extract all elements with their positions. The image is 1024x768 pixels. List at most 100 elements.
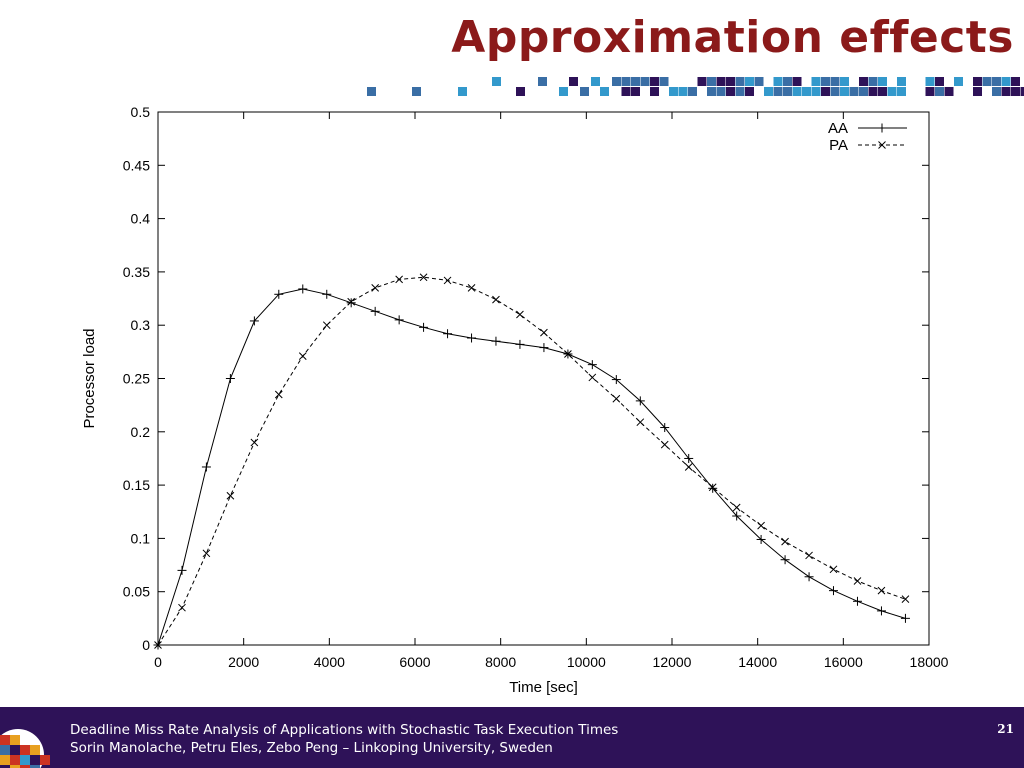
decorative-square-strip — [367, 77, 1024, 96]
x-tick-label: 14000 — [738, 654, 777, 670]
data-point-pa — [178, 603, 186, 612]
slide-title: Approximation effects — [451, 12, 1014, 63]
deco-square — [735, 77, 745, 86]
data-point-pa — [612, 394, 621, 403]
y-tick-label: 0.35 — [123, 264, 150, 280]
deco-square — [935, 77, 944, 86]
deco-square — [458, 87, 467, 96]
data-point-pa — [829, 565, 838, 574]
plot-frame — [157, 111, 930, 646]
data-point-aa — [539, 343, 549, 353]
deco-square — [621, 77, 631, 86]
data-point-aa — [587, 360, 597, 370]
deco-square — [669, 87, 678, 96]
y-tick-label: 0.25 — [123, 371, 150, 387]
deco-square — [783, 77, 792, 86]
deco-square — [802, 87, 811, 96]
y-tick-labels: 0 0.05 0.1 0.15 0.2 0.25 0.3 0.35 0.4 0.45 0.5 — [123, 104, 150, 653]
data-point-aa — [635, 396, 645, 406]
deco-square — [688, 87, 697, 96]
data-point-pa — [322, 321, 331, 330]
deco-square — [840, 77, 849, 86]
data-point-aa — [274, 289, 284, 299]
footer-line-2: Sorin Manolache, Petru Eles, Zebo Peng –… — [70, 740, 553, 756]
footer-bar: Deadline Miss Rate Analysis of Applicati… — [0, 707, 1024, 768]
data-point-pa — [347, 297, 356, 306]
deco-square — [897, 87, 906, 96]
data-point-aa — [828, 586, 838, 596]
deco-square — [716, 87, 726, 96]
deco-square — [650, 77, 659, 86]
data-point-pa — [540, 328, 548, 337]
deco-square — [591, 77, 600, 86]
deco-square — [887, 87, 897, 96]
deco-square — [764, 87, 773, 96]
deco-square — [935, 87, 944, 96]
deco-square — [621, 87, 631, 96]
x-axis-label: Time [sec] — [509, 679, 578, 696]
legend-marker — [877, 123, 887, 133]
data-point-pa — [588, 373, 597, 382]
data-point-pa — [805, 551, 813, 560]
data-point-aa — [732, 511, 742, 521]
deco-square — [631, 77, 640, 86]
deco-square — [707, 87, 716, 96]
data-point-aa — [900, 613, 910, 623]
data-point-pa — [564, 350, 572, 358]
data-point-aa — [804, 572, 814, 582]
deco-square — [973, 77, 982, 86]
data-point-pa — [154, 641, 162, 649]
legend-label: PA — [829, 137, 848, 154]
deco-square — [878, 77, 887, 86]
deco-square — [754, 77, 764, 86]
legend-item-aa: AA — [828, 120, 907, 137]
deco-square — [773, 87, 783, 96]
deco-square — [600, 87, 609, 96]
deco-square — [925, 77, 935, 86]
data-point-aa — [443, 329, 453, 339]
data-point-pa — [298, 352, 307, 360]
deco-square — [859, 77, 868, 86]
deco-square — [944, 87, 954, 96]
deco-square — [492, 77, 501, 86]
y-tick-label: 0.4 — [131, 211, 151, 227]
y-axis-label: Processor load — [81, 328, 98, 428]
data-point-aa — [225, 374, 235, 383]
deco-square — [612, 77, 621, 86]
deco-square — [792, 87, 802, 96]
deco-square — [954, 77, 963, 86]
deco-square — [559, 87, 568, 96]
deco-square — [811, 87, 821, 96]
series-layer — [153, 273, 910, 650]
deco-square — [569, 77, 578, 86]
y-tick-label: 0.05 — [123, 584, 150, 600]
deco-square — [830, 87, 840, 96]
page-number: 21 — [997, 722, 1014, 736]
data-point-pa — [757, 521, 765, 530]
deco-square — [878, 87, 887, 96]
deco-square — [1020, 87, 1024, 96]
legend-marker — [878, 141, 886, 149]
series-line-pa — [157, 276, 906, 646]
data-point-aa — [394, 315, 404, 325]
data-point-pa — [202, 549, 211, 558]
data-point-aa — [780, 555, 790, 565]
data-point-pa — [226, 491, 235, 500]
deco-square — [640, 77, 650, 86]
data-point-aa — [852, 596, 862, 606]
x-tick-labels: 0 2000 4000 6000 8000 10000 12000 14000 16000 180… — [154, 654, 949, 670]
data-point-aa — [467, 333, 477, 343]
data-point-pa — [467, 284, 476, 292]
footer-line-1: Deadline Miss Rate Analysis of Applicati… — [70, 722, 619, 738]
x-tick-label: 2000 — [228, 654, 259, 670]
deco-square — [516, 87, 525, 96]
data-point-aa — [611, 375, 621, 385]
deco-square — [849, 87, 859, 96]
data-point-pa — [250, 438, 259, 447]
deco-square — [992, 77, 1001, 86]
deco-square — [631, 87, 640, 96]
deco-square — [982, 77, 992, 86]
data-point-aa — [515, 339, 525, 349]
data-point-pa — [781, 537, 789, 546]
